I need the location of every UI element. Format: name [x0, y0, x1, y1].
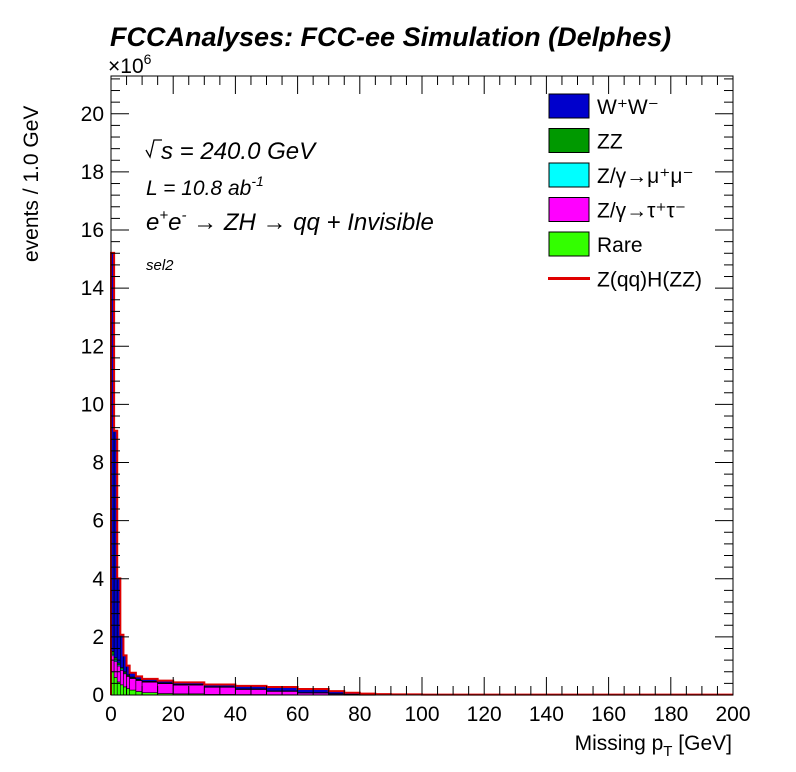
bar-1-6	[129, 678, 137, 691]
legend-entry-0: W⁺W⁻	[548, 93, 659, 119]
y-tick-label: 12	[81, 335, 104, 358]
stacked-histogram	[110, 252, 423, 696]
x-tick-label: 160	[591, 703, 626, 726]
annotation-sqrt-s-value: = 240.0 GeV	[180, 138, 317, 165]
x-tick-label: 20	[162, 703, 185, 726]
bar-0-2	[116, 681, 121, 696]
x-axis-ticks: 0 20 40 60 80 100 120 140 160 180 200	[105, 76, 751, 726]
y-tick-label: 4	[92, 568, 104, 591]
bar-0-6	[129, 689, 137, 696]
signal-line-zqq-hzz	[110, 251, 733, 696]
x-tick-label: 40	[224, 703, 247, 726]
x-tick-label: 180	[653, 703, 688, 726]
legend-label: ZZ	[597, 131, 623, 154]
y-tick-label: 16	[81, 219, 104, 242]
svg-text:s = 240.0 GeV: s = 240.0 GeV	[161, 138, 317, 165]
bar-1-9	[157, 683, 174, 694]
legend-entry-3: Z/γ→τ⁺τ⁻	[548, 197, 686, 223]
y-tick-label: 10	[81, 393, 104, 416]
legend-label: Z/γ→μ⁺μ⁻	[597, 165, 694, 188]
y-tick-label: 2	[92, 626, 104, 649]
legend-entry-5: Z(qq)H(ZZ)	[548, 269, 702, 292]
x-tick-label: 140	[529, 703, 564, 726]
annotation-process: e+e- → ZH → qq + Invisible	[146, 207, 434, 236]
x-tick-label: 200	[715, 703, 750, 726]
x-tick-label: 100	[404, 703, 439, 726]
legend-label: Rare	[597, 234, 643, 257]
y-axis-exponent: ×106	[108, 51, 152, 78]
legend-swatch	[548, 93, 590, 119]
chart-title: FCCAnalyses: FCC-ee Simulation (Delphes)	[110, 22, 671, 52]
x-axis-label: Missing pT [GeV]	[575, 732, 732, 760]
x-tick-label: 120	[467, 703, 502, 726]
legend-label: Z(qq)H(ZZ)	[597, 269, 702, 292]
bar-1-1	[113, 661, 118, 678]
x-tick-label: 0	[105, 703, 117, 726]
legend-entry-4: Rare	[548, 231, 643, 257]
bar-1-8	[141, 681, 158, 693]
bar-0-1	[113, 677, 118, 696]
bar-1-3	[120, 669, 124, 686]
annotation-selection: sel2	[146, 257, 174, 274]
annotation-luminosity: L = 10.8 ab-1	[146, 173, 264, 200]
annotation-luminosity-value: L = 10.8 ab	[146, 177, 252, 200]
y-tick-label: 8	[92, 452, 104, 475]
bar-0-3	[120, 684, 124, 696]
y-tick-label: 14	[81, 277, 105, 300]
y-tick-label: 20	[81, 103, 104, 126]
bar-1-7	[135, 680, 143, 692]
legend-entry-1: ZZ	[548, 128, 623, 154]
legend-entry-2: Z/γ→μ⁺μ⁻	[548, 162, 694, 188]
signal-line-path	[110, 251, 733, 696]
x-tick-label: 80	[348, 703, 371, 726]
legend-label: Z/γ→τ⁺τ⁻	[597, 200, 686, 223]
legend-swatch	[548, 231, 590, 257]
y-axis-ticks: 0 2 4 6 8 10 12 14 16 18 20	[81, 78, 733, 707]
bar-1-2	[116, 665, 121, 683]
legend-swatch	[548, 197, 590, 222]
legend: W⁺W⁻ ZZ Z/γ→μ⁺μ⁻ Z/γ→τ⁺τ⁻ Rare Z(qq)H(ZZ)	[548, 93, 702, 292]
series-4	[110, 252, 423, 696]
legend-swatch	[548, 128, 590, 153]
annotation-process-text: → ZH → qq + Invisible	[193, 209, 434, 236]
legend-label: W⁺W⁻	[597, 96, 659, 119]
y-tick-label: 6	[92, 510, 104, 533]
y-tick-label: 0	[92, 684, 104, 707]
x-tick-label: 60	[286, 703, 309, 726]
y-tick-label: 18	[81, 161, 104, 184]
legend-swatch	[548, 162, 590, 188]
bar-1-4	[123, 673, 127, 688]
y-axis-label: events / 1.0 GeV	[20, 106, 43, 262]
bar-0-7	[135, 691, 143, 696]
annotation-sqrt-s: s = 240.0 GeV	[145, 138, 317, 165]
annotation-luminosity-exponent: -1	[251, 173, 263, 189]
